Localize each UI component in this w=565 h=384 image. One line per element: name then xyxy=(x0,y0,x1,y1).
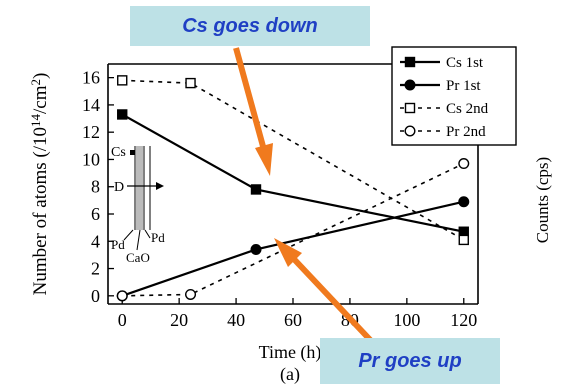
inset-label-cs: Cs xyxy=(111,145,126,160)
axis-labels: Number of atoms (/1014/cm2) Counts (cps)… xyxy=(28,73,552,384)
right-axis-label: Counts (cps) xyxy=(533,157,552,243)
cs-down-arrow xyxy=(233,47,267,151)
y-tick-label: 16 xyxy=(82,68,100,88)
inset-label-pd-left: Pd xyxy=(111,237,125,252)
point-pr-2nd xyxy=(116,290,128,302)
y-tick-label: 12 xyxy=(82,122,100,142)
point-cs-2nd xyxy=(117,75,128,86)
inset-cao-leader xyxy=(136,229,141,251)
inset-label-pd-right: Pd xyxy=(151,230,165,245)
panel-label: (a) xyxy=(280,364,300,384)
legend-marker-pr-2nd xyxy=(404,125,416,137)
legend-label-cs-2nd: Cs 2nd xyxy=(446,101,489,117)
y-tick-label: 8 xyxy=(91,177,100,197)
legend-label-pr-1st: Pr 1st xyxy=(446,78,481,94)
callout-cs-goes-down: Cs goes down xyxy=(130,6,370,46)
x-tick-label: 20 xyxy=(170,310,188,330)
x-tick-label: 40 xyxy=(227,310,245,330)
point-cs-1st xyxy=(117,109,128,120)
y-tick-label: 4 xyxy=(91,231,100,251)
legend: Cs 1st Pr 1st Cs 2nd Pr 2nd xyxy=(391,46,517,146)
ticks: 0204060801001200246810121416 xyxy=(82,68,477,330)
x-axis-label: Time (h) xyxy=(259,342,322,363)
pr-up-arrowhead xyxy=(274,238,302,267)
series-line-pr-2nd xyxy=(122,162,465,297)
inset-d-arrowhead xyxy=(156,182,164,190)
x-tick-label: 120 xyxy=(450,310,477,330)
y-tick-label: 10 xyxy=(82,149,100,169)
point-pr-1st xyxy=(458,196,470,208)
point-pr-1st xyxy=(250,243,262,255)
legend-marker-cs-1st xyxy=(404,56,416,68)
point-cs-2nd xyxy=(458,234,469,246)
point-cs-2nd xyxy=(185,77,196,89)
callout-pr-goes-up: Pr goes up xyxy=(320,338,500,384)
point-cs-1st xyxy=(250,184,262,195)
inset-cao-layer xyxy=(136,146,143,230)
legend-marker-pr-1st xyxy=(404,79,416,91)
annotation-arrows xyxy=(233,47,378,348)
x-tick-label: 60 xyxy=(284,310,302,330)
legend-label-cs-1st: Cs 1st xyxy=(446,55,484,71)
y-tick-label: 0 xyxy=(91,286,100,306)
inset-label-cao: CaO xyxy=(126,250,150,265)
inset-label-d: D xyxy=(114,180,124,195)
cs-down-arrowhead xyxy=(255,143,273,176)
inset-diagram: Cs D Pd Pd CaO xyxy=(111,145,165,265)
x-tick-label: 0 xyxy=(118,310,127,330)
y-tick-label: 6 xyxy=(91,204,100,224)
legend-entries: Cs 1st Pr 1st Cs 2nd Pr 2nd xyxy=(400,55,489,140)
x-tick-label: 100 xyxy=(393,310,420,330)
pr-up-arrow xyxy=(289,254,378,348)
y-tick-label: 14 xyxy=(82,95,100,115)
legend-label-pr-2nd: Pr 2nd xyxy=(446,124,486,140)
series xyxy=(116,75,470,302)
inset-cs-marker xyxy=(130,150,135,155)
point-pr-2nd xyxy=(458,158,470,170)
y-tick-label: 2 xyxy=(91,259,100,279)
y-axis-label: Number of atoms (/1014/cm2) xyxy=(28,73,51,296)
legend-marker-cs-2nd xyxy=(404,102,416,114)
point-pr-2nd xyxy=(185,288,197,300)
inset-pd-right-leader xyxy=(144,229,151,239)
inset-pd-left-leader xyxy=(123,229,134,241)
